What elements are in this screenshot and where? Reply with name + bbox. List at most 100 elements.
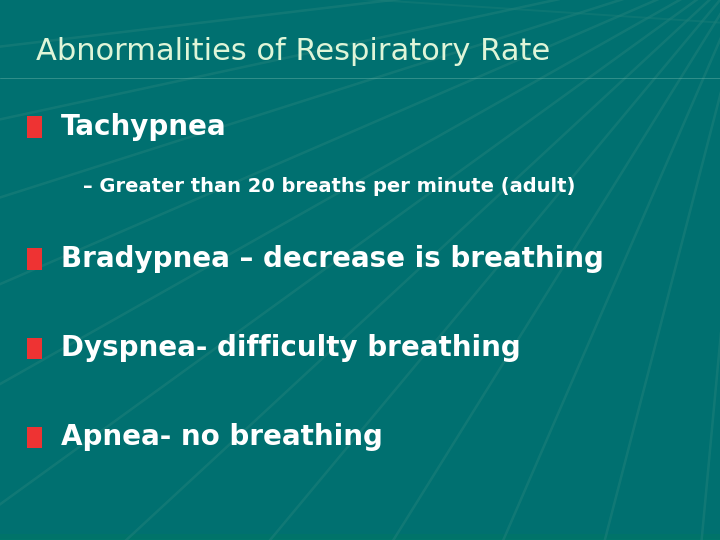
- Bar: [0, 536, 720, 539]
- Bar: [0, 537, 720, 539]
- Bar: [0, 537, 720, 539]
- Bar: [0, 536, 720, 538]
- Bar: [0, 535, 720, 538]
- Bar: [0, 537, 720, 539]
- Bar: [0, 536, 720, 538]
- Bar: [0, 535, 720, 538]
- Bar: [0, 535, 720, 538]
- Bar: [0, 537, 720, 539]
- Bar: [0, 537, 720, 539]
- Bar: [0, 535, 720, 537]
- Bar: [0, 536, 720, 538]
- Bar: [0, 535, 720, 538]
- Bar: [0, 536, 720, 539]
- Bar: [0, 537, 720, 539]
- Bar: [0, 536, 720, 539]
- Bar: [0, 535, 720, 538]
- Bar: [0, 535, 720, 537]
- Bar: [0, 537, 720, 539]
- Bar: [0, 537, 720, 539]
- Bar: [0, 535, 720, 538]
- Bar: [0, 536, 720, 538]
- Bar: [0, 536, 720, 539]
- Bar: [0, 536, 720, 538]
- Bar: [0, 535, 720, 537]
- Bar: [0, 537, 720, 539]
- Bar: [0, 535, 720, 537]
- Bar: [0, 537, 720, 539]
- Bar: [0, 537, 720, 539]
- Bar: [0, 535, 720, 538]
- Bar: [0, 535, 720, 537]
- Bar: [0, 537, 720, 539]
- Bar: [0, 535, 720, 538]
- Bar: [0, 537, 720, 539]
- Bar: [0, 536, 720, 538]
- Bar: [0, 537, 720, 539]
- Bar: [0, 535, 720, 537]
- Bar: [0, 537, 720, 539]
- Bar: [0, 537, 720, 539]
- Bar: [0, 535, 720, 538]
- Bar: [0, 535, 720, 538]
- Text: Tachypnea: Tachypnea: [61, 113, 227, 141]
- Bar: [0, 536, 720, 538]
- Bar: [0, 535, 720, 538]
- Bar: [0, 535, 720, 537]
- Bar: [0, 535, 720, 537]
- Bar: [0, 537, 720, 539]
- Bar: [0, 536, 720, 539]
- Bar: [0, 536, 720, 539]
- Bar: [0, 537, 720, 540]
- Bar: [0, 535, 720, 538]
- Bar: [0, 536, 720, 538]
- Bar: [0, 537, 720, 539]
- Bar: [0, 536, 720, 539]
- Bar: [0, 536, 720, 538]
- Bar: [0, 535, 720, 538]
- Bar: [0, 536, 720, 539]
- Bar: [0, 537, 720, 539]
- Bar: [0, 537, 720, 540]
- Text: Apnea- no breathing: Apnea- no breathing: [61, 423, 383, 451]
- Bar: [0, 536, 720, 538]
- Bar: [0, 536, 720, 539]
- Bar: [0, 537, 720, 539]
- Bar: [0, 536, 720, 539]
- Text: – Greater than 20 breaths per minute (adult): – Greater than 20 breaths per minute (ad…: [83, 177, 575, 196]
- Bar: [0, 536, 720, 539]
- Bar: [0, 536, 720, 539]
- Bar: [0, 537, 720, 539]
- Bar: [0, 537, 720, 539]
- Bar: [0, 535, 720, 538]
- Bar: [0, 536, 720, 539]
- Bar: [0, 535, 720, 538]
- Bar: [0, 536, 720, 539]
- Bar: [0, 535, 720, 538]
- Bar: [0, 535, 720, 538]
- FancyBboxPatch shape: [27, 338, 42, 359]
- Bar: [0, 536, 720, 539]
- Bar: [0, 536, 720, 538]
- Bar: [0, 537, 720, 539]
- Bar: [0, 537, 720, 539]
- Bar: [0, 537, 720, 540]
- Bar: [0, 535, 720, 537]
- Bar: [0, 536, 720, 539]
- Text: Dyspnea- difficulty breathing: Dyspnea- difficulty breathing: [61, 334, 521, 362]
- Bar: [0, 536, 720, 538]
- Bar: [0, 537, 720, 540]
- Bar: [0, 535, 720, 538]
- Bar: [0, 535, 720, 537]
- Bar: [0, 536, 720, 539]
- Bar: [0, 536, 720, 538]
- Bar: [0, 537, 720, 539]
- Bar: [0, 536, 720, 538]
- Bar: [0, 535, 720, 538]
- Bar: [0, 535, 720, 538]
- Bar: [0, 537, 720, 539]
- Bar: [0, 536, 720, 538]
- Bar: [0, 537, 720, 539]
- Bar: [0, 537, 720, 540]
- Bar: [0, 536, 720, 539]
